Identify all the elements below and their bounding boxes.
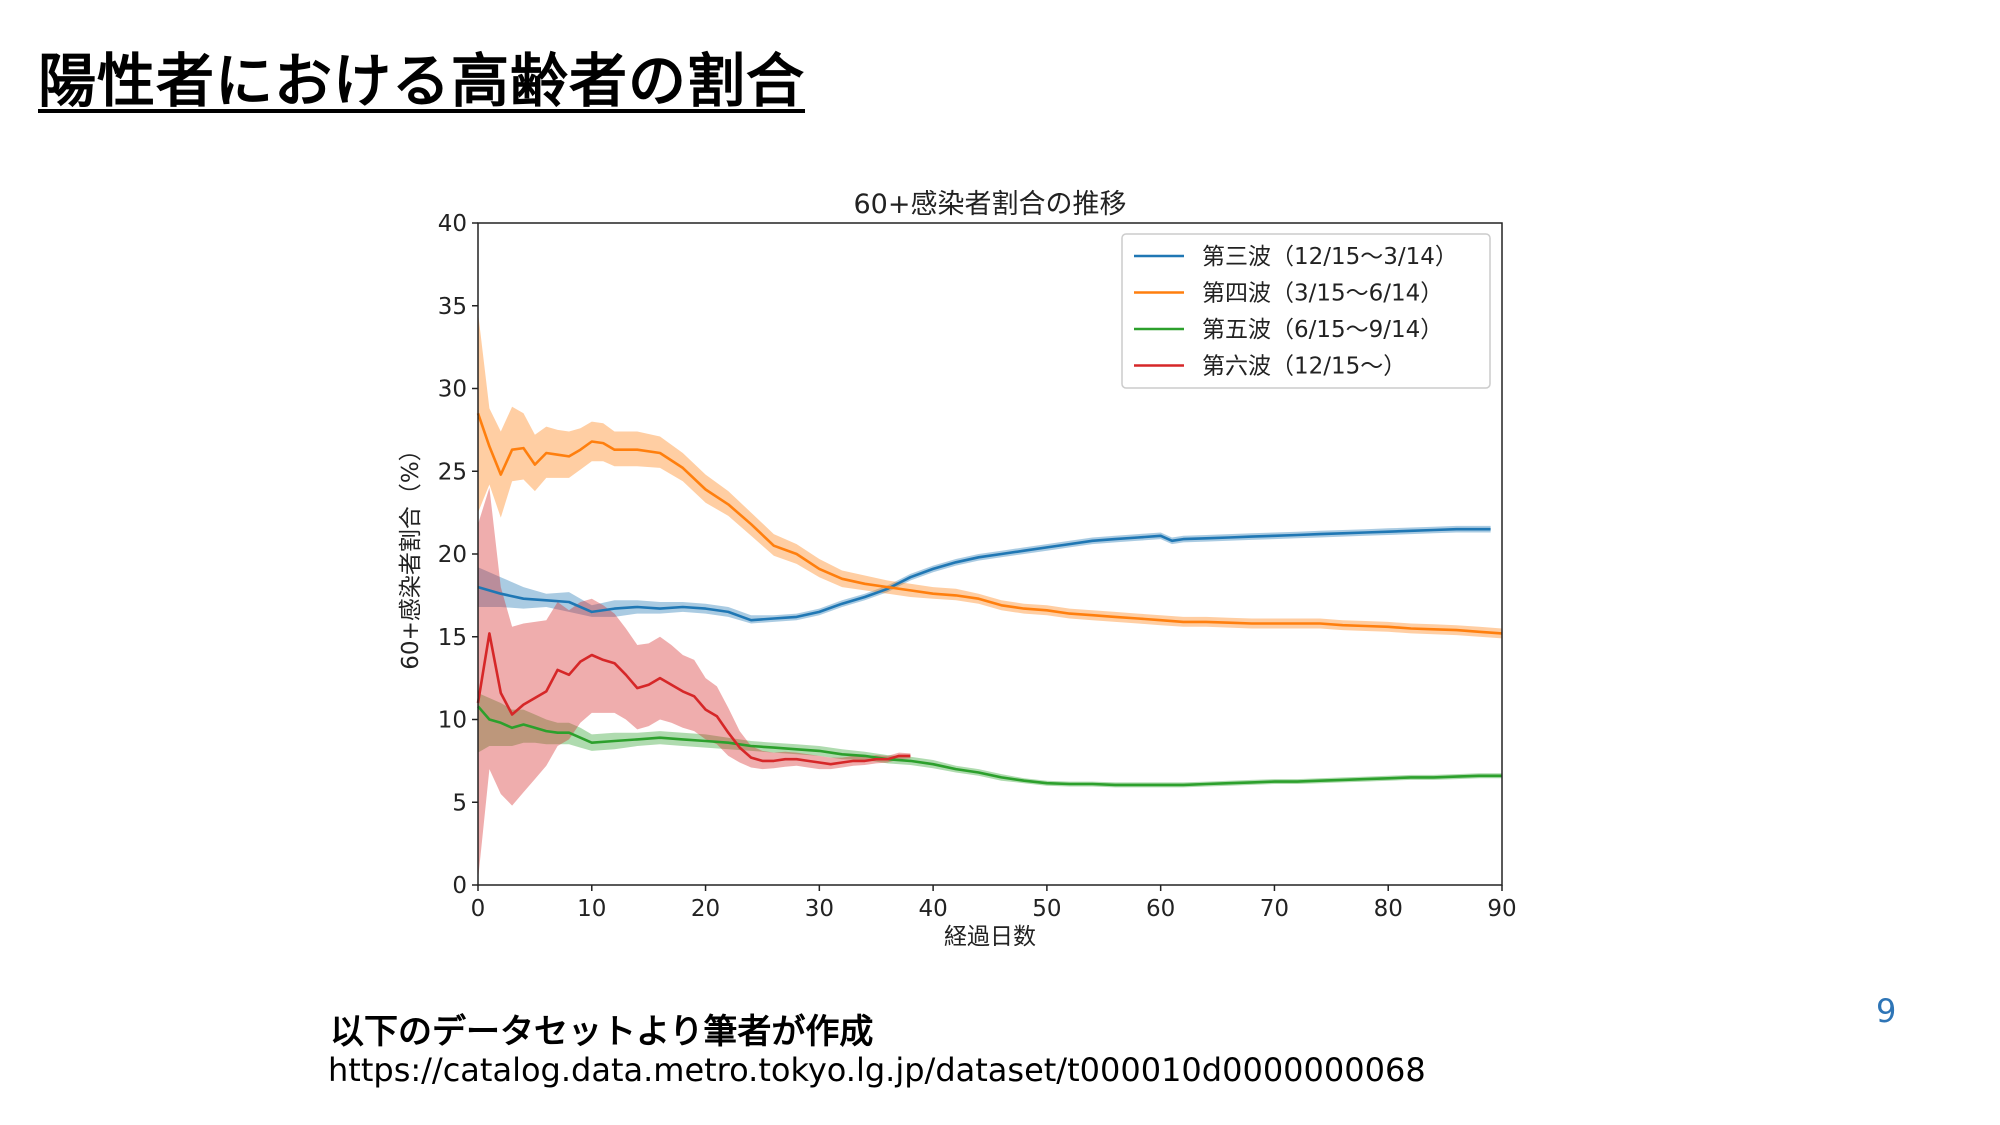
y-tick-label: 10 <box>438 708 467 734</box>
confidence-band-series-1 <box>478 525 1491 624</box>
legend-label: 第三波（12/15〜3/14） <box>1202 244 1458 270</box>
series-lines <box>476 412 1503 787</box>
x-tick-label: 60 <box>1146 896 1175 922</box>
series-line-2 <box>476 412 1503 635</box>
legend-item-series-1: 第三波（12/15〜3/14） <box>1134 244 1458 270</box>
y-axis-ticks: 0 5 10 15 20 25 30 35 40 <box>438 211 478 899</box>
x-tick-label: 0 <box>471 896 486 922</box>
y-tick-label: 40 <box>438 211 467 237</box>
y-tick-label: 15 <box>438 625 467 651</box>
y-tick-label: 30 <box>438 377 467 403</box>
legend-item-series-2: 第四波（3/15〜6/14） <box>1134 281 1443 307</box>
x-tick-label: 40 <box>918 896 947 922</box>
legend-item-series-4: 第六波（12/15〜） <box>1134 354 1406 380</box>
page-number: 9 <box>1876 992 1897 1030</box>
y-tick-label: 5 <box>452 790 467 816</box>
y-axis-label: 60+感染者割合（%） <box>398 438 424 669</box>
y-tick-label: 35 <box>438 294 467 320</box>
x-tick-label: 20 <box>691 896 720 922</box>
confidence-band-series-4 <box>478 487 911 880</box>
x-axis-ticks: 0 10 20 30 40 50 60 70 80 90 <box>471 885 1517 922</box>
legend-label: 第六波（12/15〜） <box>1202 354 1406 380</box>
x-tick-label: 90 <box>1487 896 1516 922</box>
x-tick-label: 80 <box>1374 896 1403 922</box>
legend-label: 第五波（6/15〜9/14） <box>1202 317 1443 343</box>
chart-title: 60+感染者割合の推移 <box>854 189 1127 220</box>
x-tick-label: 30 <box>805 896 834 922</box>
x-tick-label: 50 <box>1032 896 1061 922</box>
confidence-band-series-2 <box>478 312 1502 639</box>
y-tick-label: 0 <box>452 873 467 899</box>
source-label: 以下のデータセットより筆者が作成 <box>330 1012 874 1052</box>
series-line-4 <box>476 632 911 766</box>
y-tick-label: 20 <box>438 542 467 568</box>
x-axis-label: 経過日数 <box>944 924 1036 950</box>
series-line-1 <box>477 527 1491 622</box>
source-url[interactable]: https://catalog.data.metro.tokyo.lg.jp/d… <box>328 1051 1426 1089</box>
y-tick-label: 25 <box>438 459 467 485</box>
legend: 第三波（12/15〜3/14） 第四波（3/15〜6/14） 第五波（6/15〜9/… <box>1121 233 1491 389</box>
legend-frame <box>1121 233 1491 389</box>
x-tick-label: 10 <box>577 896 606 922</box>
x-tick-label: 70 <box>1260 896 1289 922</box>
series-line-3 <box>477 705 1502 787</box>
slide-title: 陽性者における高齢者の割合 <box>38 47 806 115</box>
confidence-bands <box>478 312 1502 880</box>
legend-label: 第四波（3/15〜6/14） <box>1202 281 1443 307</box>
legend-item-series-3: 第五波（6/15〜9/14） <box>1134 317 1443 343</box>
